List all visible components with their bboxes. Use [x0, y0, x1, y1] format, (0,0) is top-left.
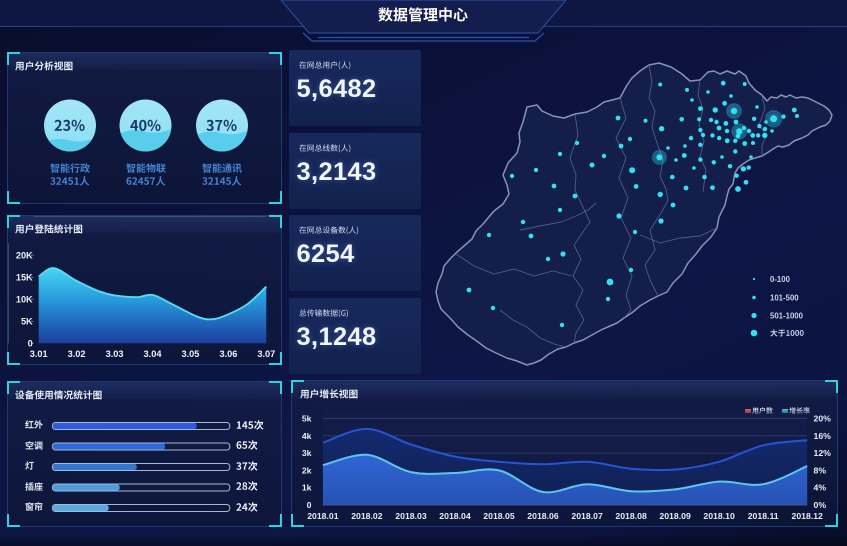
svg-text:2018.06: 2018.06 — [527, 511, 559, 521]
svg-text:2k: 2k — [302, 465, 312, 475]
svg-text:501-1000: 501-1000 — [770, 311, 804, 320]
svg-text:2018.09: 2018.09 — [659, 511, 691, 521]
svg-text:2018.05: 2018.05 — [483, 511, 515, 521]
svg-text:3.03: 3.03 — [106, 349, 124, 359]
svg-text:1k: 1k — [302, 483, 312, 493]
svg-text:2018.02: 2018.02 — [351, 511, 383, 521]
svg-text:3.07: 3.07 — [257, 349, 275, 359]
svg-text:3k: 3k — [302, 448, 312, 458]
svg-text:2018.08: 2018.08 — [615, 511, 647, 521]
svg-text:20K: 20K — [16, 250, 33, 260]
svg-text:2018.03: 2018.03 — [395, 511, 427, 521]
svg-text:20%: 20% — [814, 414, 832, 424]
svg-text:16%: 16% — [814, 431, 832, 441]
svg-text:4%: 4% — [814, 483, 827, 493]
svg-text:12%: 12% — [814, 448, 832, 458]
svg-text:3.02: 3.02 — [68, 349, 86, 359]
svg-text:2018.01: 2018.01 — [307, 511, 339, 521]
svg-text:0-100: 0-100 — [770, 275, 791, 284]
svg-text:3.05: 3.05 — [181, 349, 199, 359]
svg-text:5k: 5k — [302, 414, 312, 424]
svg-text:0: 0 — [28, 338, 33, 348]
svg-text:2018.12: 2018.12 — [791, 511, 823, 521]
svg-text:3.01: 3.01 — [30, 349, 48, 359]
svg-text:5K: 5K — [21, 316, 33, 326]
svg-text:10K: 10K — [16, 294, 33, 304]
svg-text:2018.07: 2018.07 — [571, 511, 603, 521]
svg-text:2018.11: 2018.11 — [748, 511, 779, 521]
svg-text:3.04: 3.04 — [144, 349, 163, 359]
svg-text:8%: 8% — [814, 465, 827, 475]
svg-text:3.06: 3.06 — [219, 349, 237, 359]
svg-text:4k: 4k — [302, 431, 312, 441]
svg-text:0%: 0% — [814, 500, 827, 510]
svg-text:2018.04: 2018.04 — [439, 511, 471, 521]
svg-text:0: 0 — [307, 500, 312, 510]
svg-text:101-500: 101-500 — [770, 293, 799, 302]
svg-text:15K: 15K — [16, 272, 33, 282]
svg-text:2018.10: 2018.10 — [703, 511, 735, 521]
